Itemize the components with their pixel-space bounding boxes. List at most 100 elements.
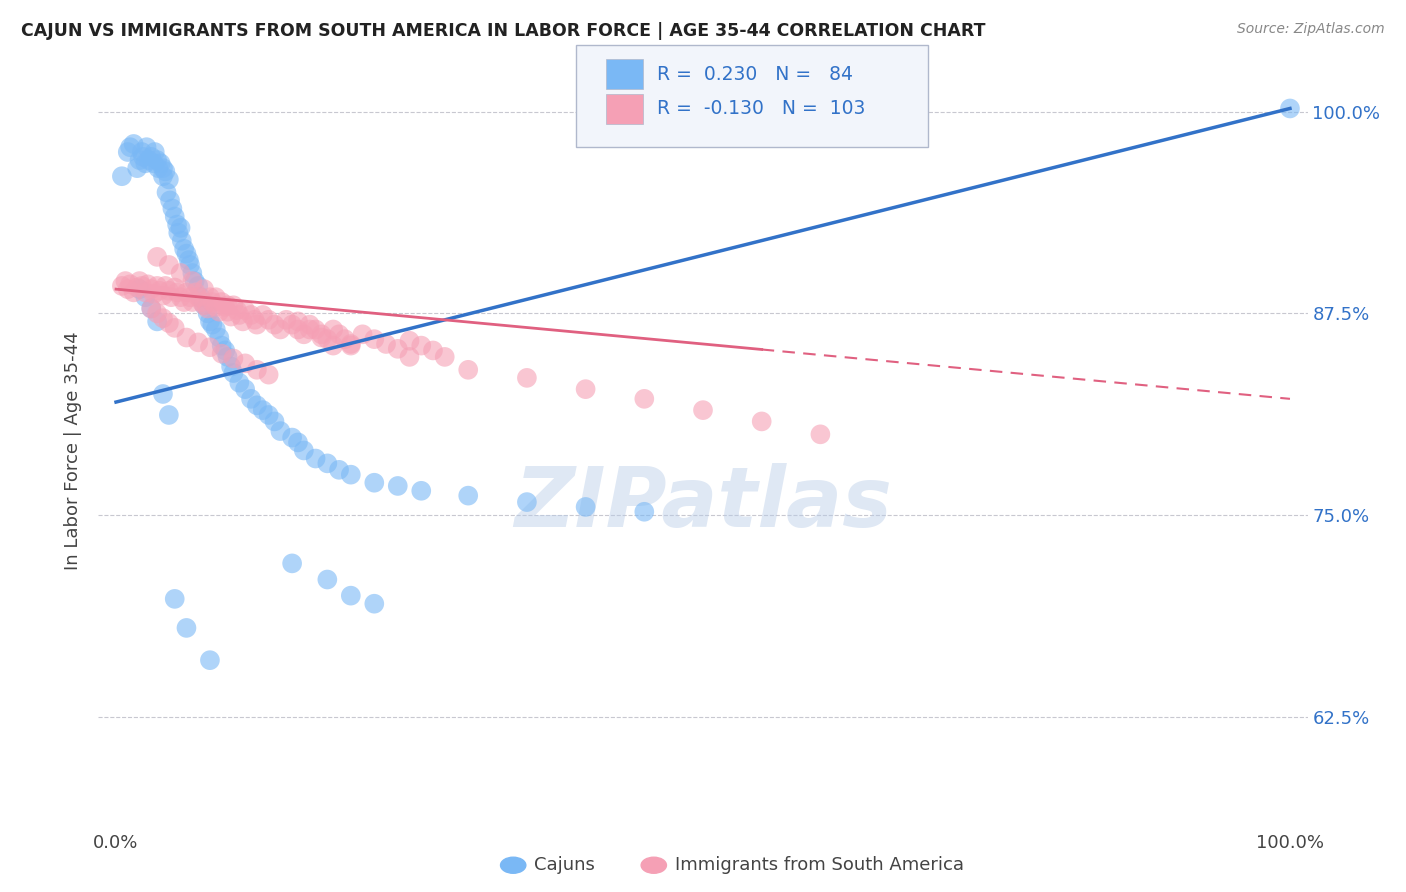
Point (411, 338, 433, 352)
Point (457, 489, 479, 503)
Point (152, 169, 174, 184)
Point (152, 161, 174, 176)
Point (1278, 102, 1301, 116)
Point (173, 242, 195, 256)
Point (252, 403, 274, 417)
Point (146, 306, 169, 320)
Point (316, 456, 339, 470)
Point (219, 359, 242, 374)
Point (219, 310, 242, 324)
Point (281, 557, 304, 571)
Point (120, 140, 142, 154)
Point (340, 338, 363, 352)
Point (155, 279, 177, 293)
Point (181, 274, 204, 288)
Point (198, 290, 221, 304)
Point (322, 338, 344, 352)
Point (157, 316, 180, 330)
Point (281, 431, 304, 445)
Point (204, 322, 226, 336)
Text: Immigrants from South America: Immigrants from South America (675, 856, 965, 874)
Point (226, 303, 249, 318)
Point (157, 408, 180, 422)
Point (181, 295, 204, 310)
Point (375, 337, 398, 351)
Point (162, 202, 184, 216)
Point (136, 277, 159, 292)
Point (163, 321, 186, 335)
Point (257, 368, 280, 382)
Point (134, 285, 156, 300)
Point (117, 145, 139, 159)
Point (201, 295, 224, 310)
Point (127, 280, 149, 294)
Point (152, 311, 174, 326)
Point (222, 366, 245, 380)
Point (163, 591, 186, 606)
Point (187, 290, 209, 304)
Point (252, 308, 274, 322)
Point (214, 300, 236, 314)
Point (149, 156, 172, 170)
Point (298, 322, 321, 336)
Point (363, 597, 385, 611)
Point (208, 304, 231, 318)
Point (177, 253, 200, 268)
Point (222, 351, 245, 366)
Text: R =  0.230   N =   84: R = 0.230 N = 84 (657, 64, 852, 84)
Point (179, 290, 201, 304)
Point (134, 156, 156, 170)
Point (398, 350, 420, 364)
Point (228, 308, 250, 322)
Point (352, 327, 374, 342)
Text: Source: ZipAtlas.com: Source: ZipAtlas.com (1237, 22, 1385, 37)
Point (363, 475, 385, 490)
Point (316, 332, 339, 346)
Point (214, 343, 236, 358)
Point (117, 282, 139, 296)
Point (243, 313, 266, 327)
Point (316, 573, 339, 587)
Point (190, 290, 212, 304)
Point (173, 295, 195, 310)
Text: ZIPatlas: ZIPatlas (515, 463, 891, 544)
Point (169, 220, 191, 235)
Point (183, 274, 205, 288)
Point (141, 150, 163, 164)
Point (422, 343, 444, 358)
Point (141, 301, 163, 316)
Point (176, 285, 198, 300)
Point (304, 322, 326, 336)
Point (263, 318, 285, 332)
Text: R =  -0.130   N =  103: R = -0.130 N = 103 (657, 99, 865, 119)
Point (263, 414, 285, 428)
Point (152, 387, 174, 401)
Point (122, 285, 145, 300)
Point (159, 194, 181, 208)
Point (193, 298, 215, 312)
Point (387, 342, 409, 356)
Point (184, 285, 207, 300)
Point (257, 408, 280, 422)
Point (287, 322, 309, 336)
Point (122, 136, 145, 151)
Point (633, 505, 655, 519)
Point (246, 363, 269, 377)
Point (166, 285, 188, 300)
Point (692, 403, 714, 417)
Point (328, 327, 350, 342)
Point (287, 435, 309, 450)
Point (187, 335, 209, 350)
Point (208, 330, 231, 344)
Point (211, 338, 233, 352)
Point (217, 350, 239, 364)
Point (134, 290, 156, 304)
Text: CAJUN VS IMMIGRANTS FROM SOUTH AMERICA IN LABOR FORCE | AGE 35-44 CORRELATION CH: CAJUN VS IMMIGRANTS FROM SOUTH AMERICA I… (21, 22, 986, 40)
Point (141, 301, 163, 316)
Y-axis label: In Labor Force | Age 35-44: In Labor Force | Age 35-44 (65, 331, 83, 570)
Point (128, 153, 150, 167)
Point (287, 314, 309, 328)
Point (148, 284, 170, 298)
Point (160, 290, 183, 304)
Point (211, 346, 233, 360)
